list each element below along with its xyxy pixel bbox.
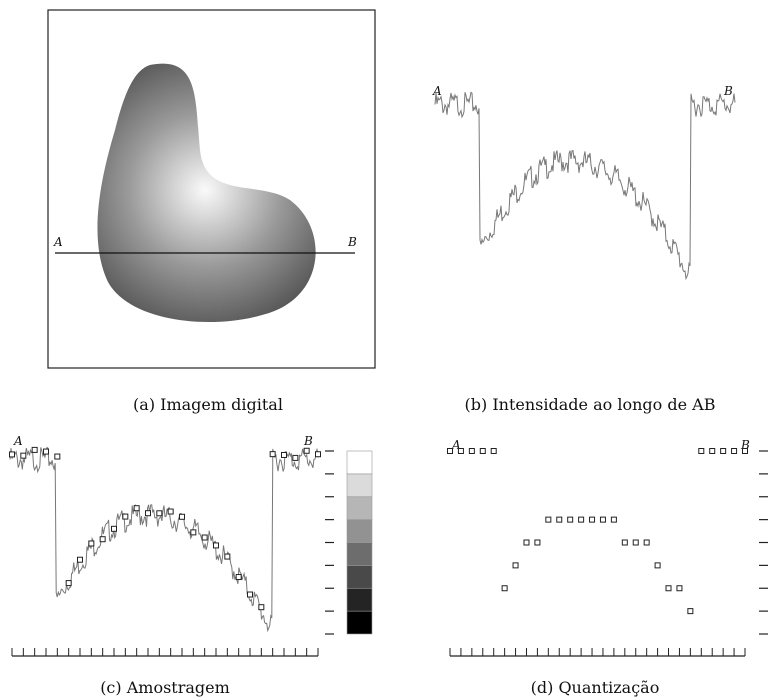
quantized-sample: [501, 585, 508, 592]
sample: [190, 529, 197, 536]
sample: [156, 510, 163, 517]
sample: [213, 542, 219, 549]
sample: [31, 446, 38, 453]
gray-level: [346, 542, 373, 566]
quantized-sample: [698, 448, 705, 454]
label-a: A: [53, 235, 63, 249]
gray-level: [346, 473, 373, 498]
quantized-sample: [523, 539, 530, 546]
caption: (a) Imagem digital: [133, 395, 283, 414]
gray-level: [346, 610, 373, 635]
gray-level: [346, 587, 373, 612]
quantized-sample: [720, 448, 727, 454]
sample: [122, 513, 129, 520]
sample: [303, 447, 310, 454]
sample: [20, 452, 27, 459]
sample: [99, 536, 106, 543]
sample: [315, 451, 321, 458]
quantized-sample: [534, 539, 541, 546]
quantized-sample: [709, 448, 716, 454]
quantized-sample: [490, 448, 497, 454]
sample: [201, 534, 208, 541]
sample: [88, 540, 95, 547]
sample: [65, 580, 72, 587]
object-blob: [97, 63, 316, 323]
label-a: A: [451, 438, 461, 452]
gray-level: [346, 450, 373, 475]
sample: [43, 448, 49, 455]
intensity-profile: [9, 446, 319, 633]
caption: (c) Amostragem: [100, 678, 230, 697]
quantized-sample: [599, 516, 606, 523]
quantized-sample: [545, 516, 552, 523]
sample: [167, 508, 174, 515]
quantized-sample: [457, 448, 464, 454]
intensity-profile: [434, 91, 736, 281]
quantized-sample: [589, 516, 596, 523]
caption: (d) Quantização: [531, 678, 660, 697]
sample: [258, 604, 265, 611]
quantized-sample: [578, 516, 585, 523]
quantized-sample: [556, 516, 563, 523]
quantized-sample: [512, 562, 519, 569]
sample: [247, 591, 253, 598]
quantized-sample: [676, 585, 683, 592]
label-b: B: [347, 235, 357, 249]
quantized-sample: [731, 448, 738, 454]
sample: [281, 451, 287, 458]
label-a: A: [432, 84, 442, 98]
quantized-sample: [632, 539, 639, 546]
quantized-sample: [567, 516, 574, 523]
gray-level: [346, 565, 373, 589]
sample: [54, 453, 61, 460]
sample: [9, 451, 15, 458]
quantized-sample: [654, 562, 661, 569]
label-b: B: [723, 84, 733, 98]
label-b: B: [303, 434, 313, 448]
quantized-sample: [643, 539, 650, 546]
gray-level: [346, 519, 373, 543]
sample: [133, 505, 140, 512]
sample: [269, 451, 276, 458]
quantized-sample: [610, 516, 617, 523]
sample: [235, 574, 242, 581]
quantized-sample: [687, 608, 694, 615]
sample: [145, 510, 151, 517]
caption: (b) Intensidade ao longo de AB: [465, 395, 716, 414]
quantized-sample: [665, 585, 672, 592]
sample: [292, 454, 299, 461]
gray-level: [346, 496, 373, 520]
sample: [224, 553, 231, 560]
label-b: B: [740, 438, 750, 452]
label-a: A: [13, 434, 23, 448]
sample: [77, 556, 83, 563]
quantized-sample: [468, 448, 475, 454]
quantized-sample: [742, 448, 748, 454]
plots: [9, 91, 768, 657]
quantized-sample: [447, 448, 453, 454]
sample: [179, 513, 185, 520]
quantized-sample: [621, 539, 628, 546]
sample: [111, 525, 117, 532]
quantized-sample: [479, 448, 486, 454]
